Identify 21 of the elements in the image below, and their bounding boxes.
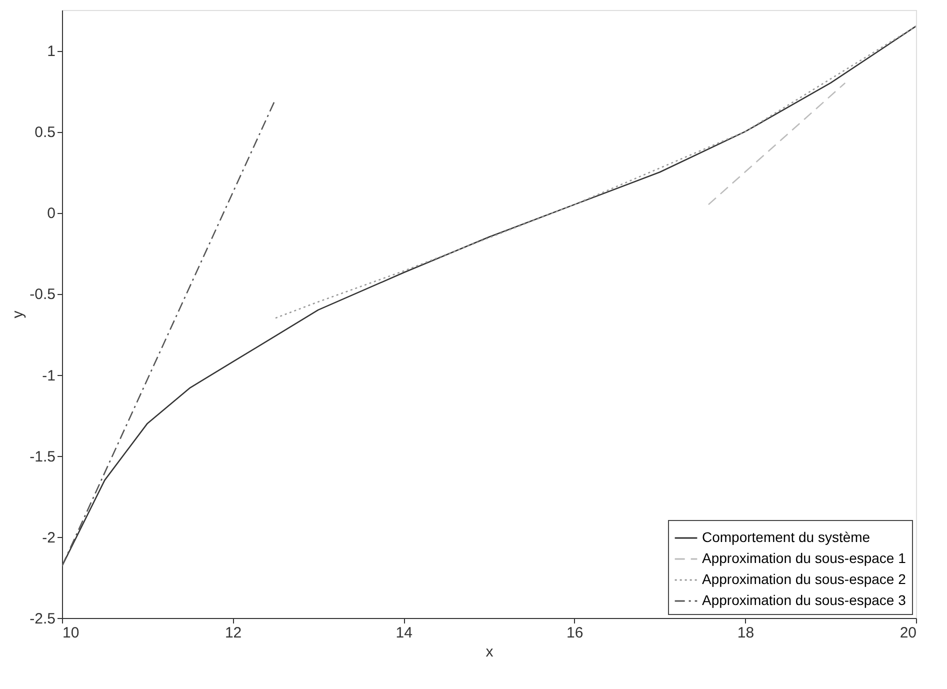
- legend-label: Comportement du système: [702, 529, 870, 545]
- legend-label: Approximation du sous-espace 3: [702, 592, 906, 608]
- x-tick-label: 20: [900, 624, 916, 642]
- y-tick-label: -1: [42, 367, 56, 384]
- x-tick-label: 14: [396, 624, 412, 642]
- x-tick-label: 12: [224, 624, 242, 642]
- x-tick-label: 16: [566, 624, 584, 642]
- y-tick-label: -2: [42, 529, 56, 546]
- legend-label: Approximation du sous-espace 1: [702, 550, 906, 566]
- x-tick-label: 10: [62, 624, 80, 642]
- y-axis-title: y: [10, 310, 27, 318]
- y-tick-label: -0.5: [30, 286, 56, 304]
- x-tick-label: 18: [737, 624, 754, 642]
- y-tick-label: -1.5: [30, 448, 56, 466]
- x-axis-title: x: [486, 644, 494, 660]
- y-tick-label: -2.5: [30, 610, 56, 628]
- y-tick-label: 0.5: [34, 124, 56, 142]
- y-tick-label: 0: [47, 205, 56, 222]
- y-tick-label: 1: [47, 43, 56, 60]
- line-series: [274, 26, 916, 319]
- legend-label: Approximation du sous-espace 2: [702, 571, 906, 587]
